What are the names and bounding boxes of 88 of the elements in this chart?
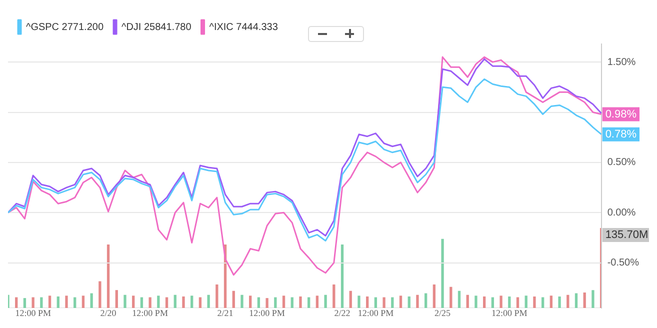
bar [282,296,286,308]
bar [482,296,486,308]
bar [98,281,102,308]
bar [174,294,176,308]
bar [550,296,553,308]
text: 135.70M [605,229,648,242]
data-label: 0.98% [605,108,637,120]
bar [474,296,478,308]
bar [566,294,570,308]
bar [491,297,494,308]
bar [416,294,419,308]
bar [232,290,235,308]
bar [458,290,461,308]
bar [115,290,118,308]
bar [140,297,144,308]
x-tick-label: 12:00 PM [249,308,285,318]
x-tick-label: 12:00 PM [132,308,168,318]
bar [358,296,360,308]
bar [324,294,327,308]
bar [82,296,85,308]
y-tick-label: 0.50% [607,157,636,168]
x-tick-label: 12:00 PM [15,308,51,318]
bar [257,297,260,308]
x-tick-label: 2/25 [434,308,452,318]
bar [432,284,436,308]
bar [516,297,520,308]
bar [574,293,578,308]
bar [308,297,310,308]
bar [583,292,586,308]
bar [216,284,218,308]
bar [391,297,394,308]
bar [558,296,561,308]
bar [32,297,34,308]
y-tick-label: 1.50% [607,56,636,68]
bar [132,296,135,308]
legend-label: ^DJI 25841.780 [122,22,192,33]
bar [106,244,110,308]
x-tick-label: 2/21 [217,308,234,318]
bar [592,290,594,308]
bar [124,294,126,308]
bar [65,296,68,308]
bar [340,244,344,308]
bar [48,296,52,308]
bar [274,297,277,308]
bar [299,296,302,308]
bar [399,296,402,308]
bar [240,294,244,308]
bar [366,296,369,308]
bar [349,290,352,308]
bar [374,297,378,308]
x-tick-label: 2/22 [334,308,350,318]
bar [182,296,185,308]
bar [524,296,528,308]
bar [165,297,168,308]
bar [508,296,511,308]
bar [382,297,386,308]
x-tick-label: 12:00 PM [492,308,528,318]
bar [541,297,544,308]
x-tick-label: 2/20 [100,308,117,318]
y-tick-label: 0.00% [607,207,636,218]
bar [316,296,319,308]
x-tick-label: 12:00 PM [358,308,394,318]
bar [533,296,536,308]
legend-label: ^GSPC 2771.200 [26,22,104,33]
bar [74,297,76,308]
bar [207,294,210,308]
bar [15,297,18,308]
y-tick-label: -0.50% [607,258,640,269]
bar [198,297,202,308]
legend-label: ^IXIC 7444.333 [209,22,278,33]
bar [441,238,444,308]
bar [157,296,160,308]
bar [190,296,194,308]
bar [40,297,43,308]
bar [408,296,410,308]
bar [23,298,26,308]
bar [249,296,252,308]
bar [500,296,502,308]
bar [332,284,336,308]
bar [148,297,152,308]
bar [290,297,294,308]
bar [266,298,268,308]
bar [56,296,60,308]
bar [450,286,452,308]
data-label: 0.78% [605,128,637,140]
bar [90,293,93,308]
bar [466,294,469,308]
bar [424,293,428,308]
